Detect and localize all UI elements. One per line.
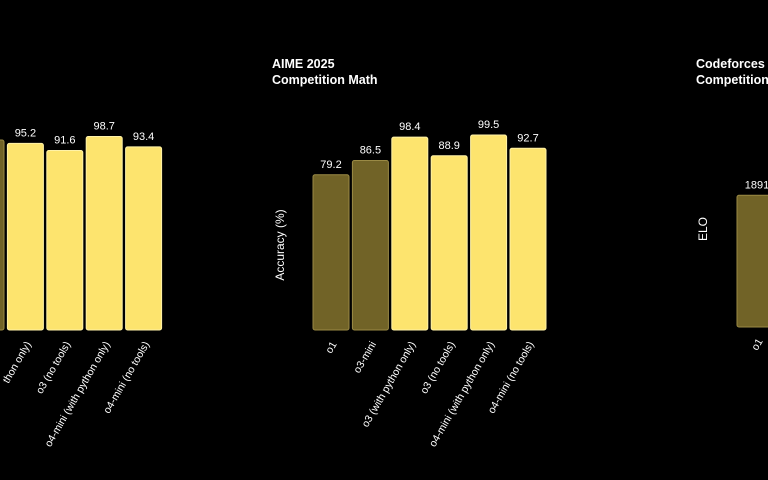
chart2-value-label-4: 88.9 — [438, 140, 459, 152]
chart2-title-line2: Competition Math — [272, 73, 378, 87]
chart2-title-line1: AIME 2025 — [272, 57, 335, 71]
chart1-bar-2 — [6, 142, 44, 331]
chart3-title-line2: Competition — [696, 73, 768, 87]
chart2-value-label-2: 86.5 — [360, 145, 381, 157]
chart2-bar-2 — [351, 160, 389, 331]
chart1-bar-1 — [0, 139, 5, 331]
chart2-tick-label-4: o3 (no tools) — [418, 340, 458, 397]
chart1-value-label-3: 91.6 — [54, 135, 75, 147]
chart2-value-label-6: 92.7 — [517, 132, 538, 144]
chart3-title-line1: Codeforces — [696, 57, 765, 71]
chart1-bar-3 — [46, 150, 84, 331]
chart2-bar-6 — [509, 147, 547, 331]
chart3-y-axis-label: ELO — [696, 217, 710, 241]
chart1-value-label-5: 93.4 — [133, 131, 154, 143]
chart2-bar-1 — [312, 174, 350, 331]
chart2-tick-label-1: o1 — [323, 339, 339, 355]
chart1-bar-5 — [125, 146, 163, 331]
chart1-bar-4 — [85, 136, 123, 331]
chart2-y-axis-label: Accuracy (%) — [273, 209, 287, 280]
chart3-value-label-1: 1891 — [745, 179, 768, 191]
chart2-value-label-3: 98.4 — [399, 121, 420, 133]
chart1-tick-label-2: thon only) — [1, 340, 34, 386]
chart3-bar-1 — [736, 194, 768, 328]
chart2-bar-4 — [430, 155, 468, 331]
chart2-value-label-5: 99.5 — [478, 119, 499, 131]
chart2-tick-label-2: o3-mini — [351, 340, 379, 376]
chart1-value-label-4: 98.7 — [93, 121, 114, 133]
chart2-bar-3 — [391, 136, 429, 331]
chart2-bar-5 — [470, 134, 508, 331]
chart3-tick-label-1: o1 — [749, 336, 765, 352]
chart2-value-label-1: 79.2 — [320, 159, 341, 171]
chart1-value-label-2: 95.2 — [15, 127, 36, 139]
chart1-tick-label-3: o3 (no tools) — [34, 340, 74, 397]
